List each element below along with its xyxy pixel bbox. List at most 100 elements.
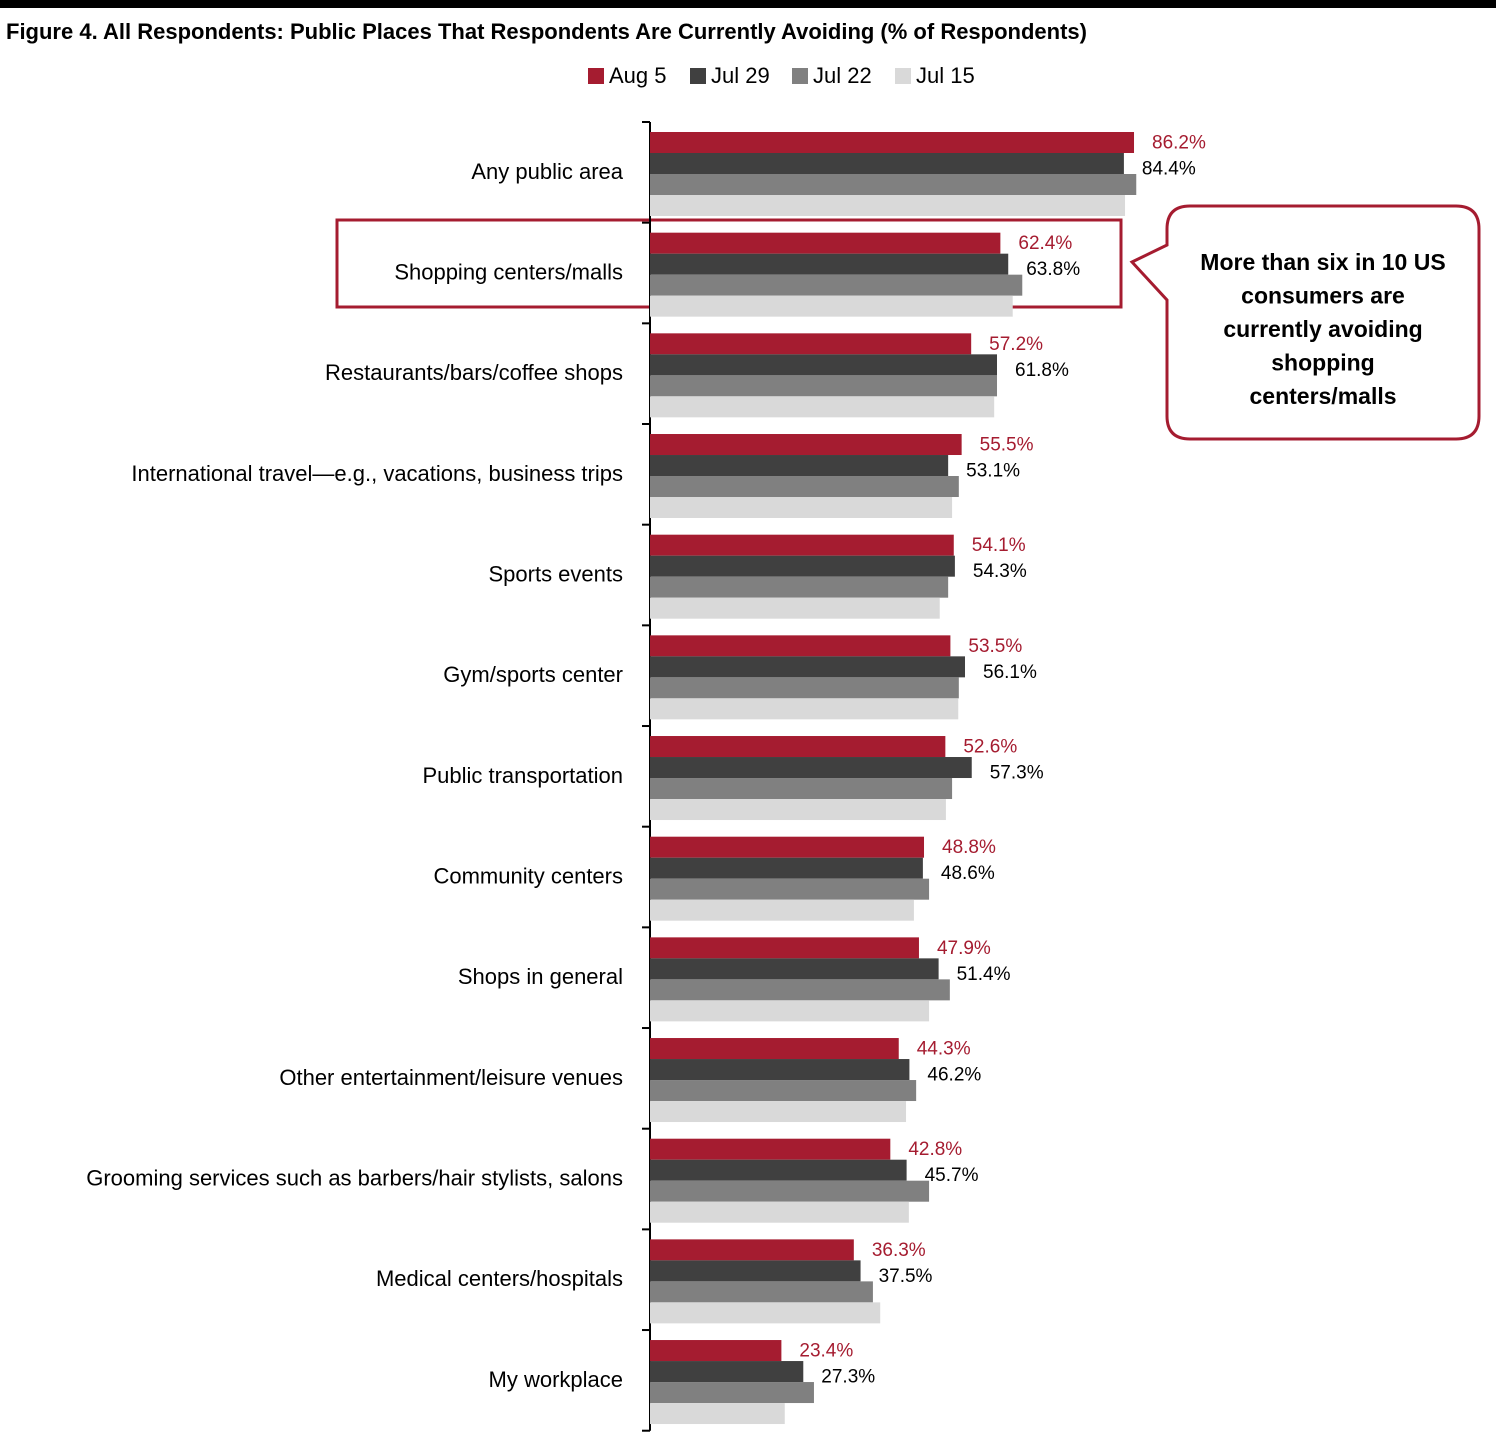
category-label: My workplace (489, 1367, 623, 1392)
bar (650, 1059, 910, 1081)
value-label: 48.8% (942, 837, 996, 858)
bar (650, 1000, 930, 1022)
chart-title: Figure 4. All Respondents: Public Places… (6, 19, 1087, 44)
bar (650, 677, 959, 699)
category-label: Restaurants/bars/coffee shops (325, 360, 623, 385)
bar (650, 1038, 899, 1060)
bar (650, 576, 949, 598)
value-label: 56.1% (983, 662, 1037, 683)
bar (650, 1281, 873, 1303)
bar (650, 656, 966, 678)
value-label: 45.7% (925, 1165, 979, 1186)
value-label: 46.2% (927, 1065, 981, 1086)
bar (650, 1340, 782, 1362)
bar (650, 1180, 930, 1202)
bar (650, 799, 946, 821)
bar (650, 1403, 785, 1425)
category-label: Shops in general (458, 964, 623, 989)
legend-label: Jul 15 (916, 63, 975, 88)
legend-label: Jul 29 (711, 63, 770, 88)
callout-bubble (1129, 204, 1481, 441)
bar (650, 958, 939, 980)
value-label: 55.5% (980, 435, 1034, 456)
bar (650, 274, 1023, 296)
bar (650, 1080, 917, 1102)
bar (650, 534, 954, 556)
value-label: 36.3% (872, 1240, 926, 1261)
bar (650, 455, 949, 477)
value-label: 84.4% (1142, 159, 1196, 180)
value-label: 27.3% (821, 1367, 875, 1388)
value-label: 62.4% (1018, 233, 1072, 254)
bar (650, 857, 923, 879)
value-label: 86.2% (1152, 133, 1206, 154)
bar (650, 232, 1001, 254)
bar (650, 1239, 854, 1261)
callout-text: shopping (1271, 350, 1374, 376)
legend-label: Jul 22 (813, 63, 872, 88)
bar (650, 937, 919, 959)
category-label: Community centers (433, 864, 623, 889)
value-label: 61.8% (1015, 360, 1069, 381)
bar (650, 1159, 907, 1181)
bar (650, 778, 953, 800)
bar (650, 174, 1137, 195)
value-label: 48.6% (941, 863, 995, 884)
top-rule (0, 0, 1496, 8)
category-label: International travel—e.g., vacations, bu… (131, 461, 623, 486)
legend-swatch (690, 68, 706, 84)
category-label: Sports events (488, 561, 623, 586)
bar (650, 1138, 891, 1160)
legend-label: Aug 5 (609, 63, 667, 88)
bar (650, 1361, 804, 1383)
bar (650, 1382, 814, 1404)
bar (650, 1260, 861, 1282)
bar (650, 597, 940, 619)
value-label: 53.1% (966, 461, 1020, 482)
value-label: 51.4% (957, 964, 1011, 985)
value-label: 47.9% (937, 938, 991, 959)
bar (650, 736, 946, 758)
bar (650, 132, 1135, 153)
bar (650, 497, 953, 519)
bar (650, 1101, 907, 1123)
bar (650, 434, 962, 456)
category-label: Shopping centers/malls (394, 259, 623, 284)
callout-text: centers/malls (1249, 383, 1396, 409)
category-label: Medical centers/hospitals (376, 1266, 623, 1291)
value-label: 54.1% (972, 535, 1026, 556)
category-label: Gym/sports center (443, 662, 623, 687)
bar (650, 375, 998, 397)
value-label: 54.3% (973, 561, 1027, 582)
value-label: 37.5% (879, 1266, 933, 1287)
value-label: 42.8% (908, 1139, 962, 1160)
bar (650, 899, 914, 921)
bar (650, 295, 1013, 317)
category-label: Grooming services such as barbers/hair s… (86, 1166, 623, 1191)
bar (650, 757, 972, 779)
bar (650, 333, 972, 355)
callout-text: consumers are (1241, 283, 1405, 309)
value-label: 57.3% (990, 763, 1044, 784)
category-label: Any public area (471, 159, 623, 184)
value-label: 53.5% (968, 636, 1022, 657)
callout-text: More than six in 10 US (1200, 249, 1445, 275)
bar (650, 698, 959, 720)
value-label: 57.2% (989, 334, 1043, 355)
category-label: Public transportation (422, 763, 623, 788)
bar (650, 836, 925, 858)
legend-swatch (792, 68, 808, 84)
bar (650, 1302, 881, 1324)
bar (650, 555, 955, 577)
value-label: 63.8% (1026, 259, 1080, 280)
legend-swatch (588, 68, 604, 84)
bar (650, 1201, 909, 1223)
category-label: Other entertainment/leisure venues (279, 1065, 623, 1090)
bar (650, 979, 950, 1001)
bar (650, 476, 959, 498)
bar (650, 878, 930, 900)
bar (650, 253, 1009, 275)
legend-swatch (895, 68, 911, 84)
callout-text: currently avoiding (1223, 316, 1422, 342)
